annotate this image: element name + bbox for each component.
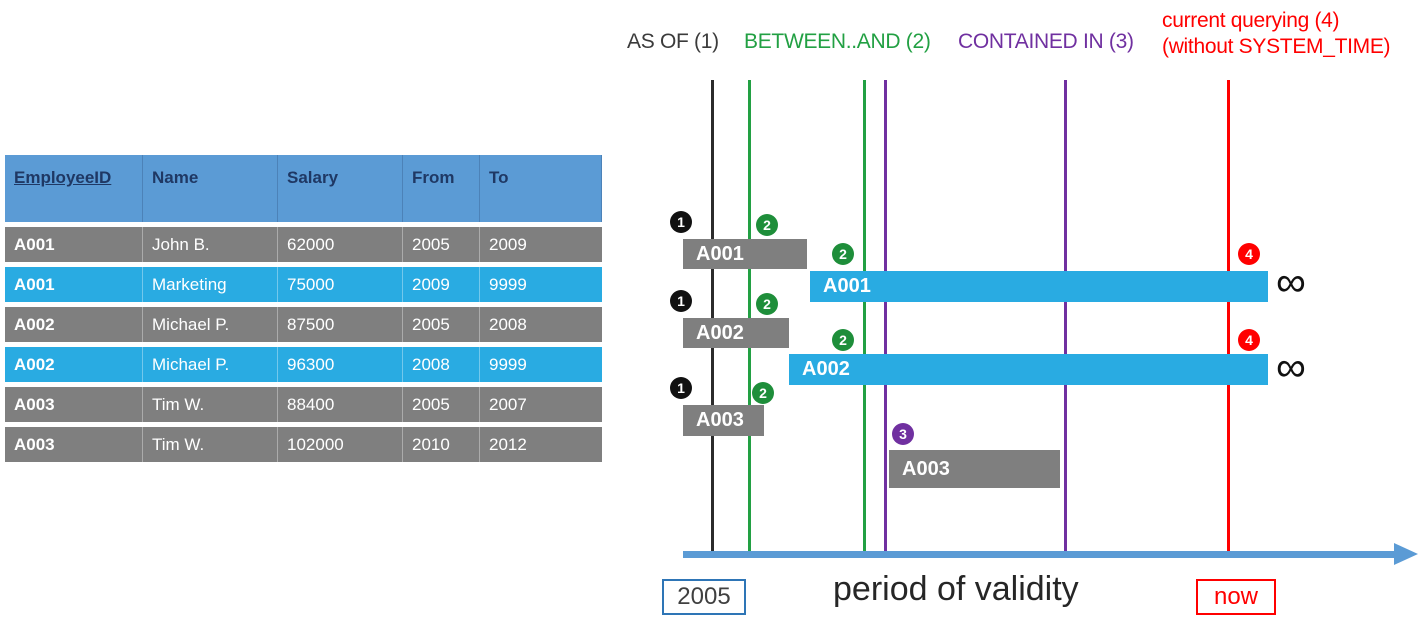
cell-employeeid: A003 [5,427,143,462]
cell-salary: 88400 [278,387,403,422]
legend-between-and: BETWEEN..AND (2) [744,30,931,53]
cell-to: 2007 [480,387,602,422]
table-row: A002 Michael P. 87500 2005 2008 [5,307,602,342]
query-badge-1: 1 [670,290,692,312]
header-name: Name [143,155,278,222]
query-badge-2: 2 [752,382,774,404]
cell-employeeid: A001 [5,227,143,262]
bar-label: A001 [696,242,744,265]
cell-salary: 96300 [278,347,403,382]
header-to-label: To [489,168,509,187]
header-from: From [403,155,480,222]
table-row: A003 Tim W. 102000 2010 2012 [5,427,602,462]
timeline-bar-a001-current: A001 [810,271,1268,302]
cell-to: 2012 [480,427,602,462]
axis-start-box: 2005 [662,579,746,615]
table-row: A001 Marketing 75000 2009 9999 [5,267,602,302]
table-header-row: EmployeeID Name Salary From To [5,155,602,222]
axis-now-label: now [1213,583,1259,610]
infinity-icon: ∞ [1276,343,1306,390]
cell-employeeid: A001 [5,267,143,302]
legend-as-of: AS OF (1) [627,30,719,53]
bar-label: A003 [902,457,950,480]
bar-label: A001 [823,275,871,297]
cell-name: Michael P. [143,307,278,342]
bar-label: A003 [696,409,744,431]
cell-employeeid: A003 [5,387,143,422]
time-axis-arrowhead-icon [1394,543,1418,565]
cell-employeeid: A002 [5,347,143,382]
header-employeeid-label: EmployeeID [14,168,112,187]
bar-label: A002 [696,321,744,344]
between-end-line [863,80,866,557]
query-badge-4: 4 [1238,329,1260,351]
header-salary-label: Salary [287,168,339,187]
cell-from: 2005 [403,227,480,262]
query-badge-2: 2 [832,329,854,351]
table-row: A002 Michael P. 96300 2008 9999 [5,347,602,382]
cell-to: 2009 [480,227,602,262]
header-name-label: Name [152,168,199,187]
table-row: A003 Tim W. 88400 2005 2007 [5,387,602,422]
query-badge-2: 2 [832,243,854,265]
table-row: A001 John B. 62000 2005 2009 [5,227,602,262]
legend-contained-in: CONTAINED IN (3) [958,30,1134,53]
query-badge-1: 1 [670,377,692,399]
cell-name: Marketing [143,267,278,302]
header-from-label: From [412,168,455,187]
query-badge-2: 2 [756,214,778,236]
cell-from: 2005 [403,387,480,422]
infinity-icon: ∞ [1276,258,1306,305]
query-badge-1: 1 [670,211,692,233]
query-badge-3: 3 [892,423,914,445]
legend-current-querying: current querying (4) (without SYSTEM_TIM… [1162,8,1391,60]
cell-employeeid: A002 [5,307,143,342]
query-badge-2: 2 [756,293,778,315]
cell-from: 2009 [403,267,480,302]
cell-from: 2005 [403,307,480,342]
timeline-bar-a002-history: A002 [683,318,789,348]
cell-salary: 102000 [278,427,403,462]
now-line [1227,80,1230,557]
header-employeeid: EmployeeID [5,155,143,222]
timeline-bar-a002-current: A002 [789,354,1268,385]
cell-from: 2010 [403,427,480,462]
contained-end-line [1064,80,1067,557]
cell-name: John B. [143,227,278,262]
contained-start-line [884,80,887,557]
cell-name: Michael P. [143,347,278,382]
legend-current-querying-line2: (without SYSTEM_TIME) [1162,35,1391,58]
timeline-bar-a003-history1: A003 [683,405,764,436]
header-to: To [480,155,602,222]
legend-current-querying-line1: current querying (4) [1162,9,1340,32]
axis-start-label: 2005 [677,583,731,610]
cell-name: Tim W. [143,387,278,422]
cell-to: 2008 [480,307,602,342]
bar-label: A002 [802,358,850,380]
axis-title: period of validity [833,570,1079,608]
timeline-bar-a001-history: A001 [683,239,807,269]
employee-table: EmployeeID Name Salary From To A001 John… [5,155,602,467]
cell-salary: 87500 [278,307,403,342]
header-salary: Salary [278,155,403,222]
cell-to: 9999 [480,267,602,302]
timeline-bar-a003-history2: A003 [889,450,1060,488]
query-badge-4: 4 [1238,243,1260,265]
time-axis [683,551,1396,558]
cell-to: 9999 [480,347,602,382]
axis-now-box: now [1196,579,1276,615]
cell-name: Tim W. [143,427,278,462]
cell-salary: 62000 [278,227,403,262]
cell-salary: 75000 [278,267,403,302]
cell-from: 2008 [403,347,480,382]
